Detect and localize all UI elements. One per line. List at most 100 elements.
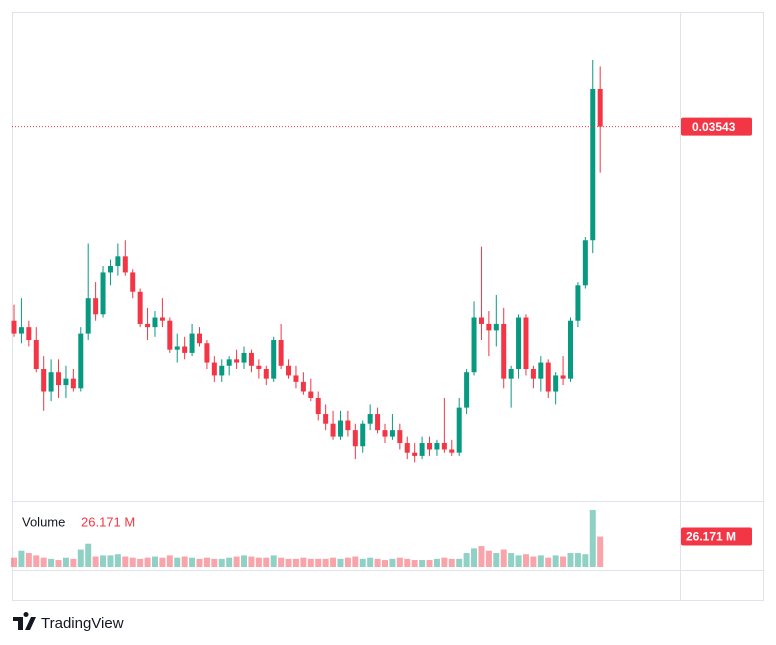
candle-body bbox=[286, 365, 292, 376]
marks bbox=[11, 59, 680, 567]
candle-body bbox=[493, 323, 499, 331]
candle-body bbox=[78, 333, 84, 389]
volume-bar bbox=[330, 557, 337, 567]
volume-bar bbox=[233, 556, 240, 567]
candle-body bbox=[152, 317, 158, 328]
candle-body bbox=[590, 88, 596, 241]
candle-body bbox=[263, 368, 269, 379]
candle-body bbox=[63, 378, 69, 386]
candle-body bbox=[434, 443, 440, 450]
volume-bar bbox=[285, 558, 292, 567]
volume-bar bbox=[85, 543, 92, 567]
volume-bar bbox=[448, 558, 455, 567]
labels: 0.03543 26.171 M bbox=[681, 117, 752, 546]
candle-body bbox=[352, 430, 358, 447]
volume-bar bbox=[211, 558, 218, 567]
candle-body bbox=[256, 365, 262, 369]
candle-body bbox=[523, 317, 529, 369]
volume-bar bbox=[552, 555, 559, 567]
volume-bar bbox=[493, 553, 500, 567]
last-volume-box bbox=[681, 527, 752, 546]
volume-bar bbox=[359, 558, 366, 567]
volume-bar bbox=[567, 553, 574, 567]
volume-bar bbox=[456, 558, 463, 567]
candle-body bbox=[530, 368, 536, 379]
candle-body bbox=[93, 298, 99, 315]
volume-bar bbox=[144, 557, 151, 567]
volume-bar bbox=[315, 558, 322, 567]
volume-bar bbox=[203, 557, 210, 567]
chart-frame bbox=[12, 12, 764, 601]
volume-bar bbox=[500, 549, 507, 567]
volume-bar bbox=[122, 556, 129, 567]
volume-bar bbox=[463, 553, 470, 567]
volume-bar bbox=[181, 556, 188, 567]
candle-body bbox=[219, 365, 225, 376]
volume-bar bbox=[367, 557, 374, 567]
candle-body bbox=[241, 352, 247, 363]
volume-bar bbox=[337, 558, 344, 567]
volume-bar bbox=[70, 558, 77, 567]
last-price-label: 0.03543 bbox=[692, 120, 736, 134]
candle-body bbox=[478, 317, 484, 324]
candle-body bbox=[545, 362, 551, 392]
volume-bar bbox=[92, 556, 99, 567]
volume-bar bbox=[433, 558, 440, 567]
candle-body bbox=[456, 407, 462, 453]
volume-bar bbox=[248, 556, 255, 567]
candle-body bbox=[404, 443, 410, 453]
logo-icon bbox=[13, 611, 36, 630]
volume-bar bbox=[404, 558, 411, 567]
last-price-box bbox=[681, 117, 752, 136]
volume-bar bbox=[545, 557, 552, 567]
volume-bar bbox=[48, 558, 55, 567]
candle-body bbox=[145, 323, 151, 328]
candle-body bbox=[174, 346, 180, 350]
candle-body bbox=[560, 375, 566, 379]
candle-body bbox=[360, 423, 366, 447]
volume-bar bbox=[226, 557, 233, 567]
candle-body bbox=[323, 414, 329, 424]
volume-bar bbox=[574, 553, 581, 567]
candle-body bbox=[449, 449, 455, 453]
candle-body bbox=[248, 352, 254, 366]
candle-body bbox=[441, 443, 447, 450]
candle-body bbox=[330, 423, 336, 437]
volume-bar bbox=[77, 549, 84, 567]
volume-bar bbox=[396, 557, 403, 567]
candle-body bbox=[211, 362, 217, 376]
candle-body bbox=[182, 346, 188, 353]
candle-body bbox=[538, 362, 544, 379]
last-volume-label: 26.171 M bbox=[686, 530, 736, 544]
candle-body bbox=[33, 340, 39, 369]
candle-body bbox=[315, 397, 321, 415]
volume-bar bbox=[25, 553, 32, 567]
candle-body bbox=[501, 323, 507, 379]
volume-bar bbox=[389, 558, 396, 567]
candle-body bbox=[582, 240, 588, 286]
volume-bar bbox=[100, 555, 107, 567]
volume-bar bbox=[189, 557, 196, 567]
candle-body bbox=[375, 414, 381, 431]
candle-body bbox=[597, 88, 603, 127]
volume-bar bbox=[18, 550, 25, 567]
candle-body bbox=[419, 443, 425, 456]
volume-bar bbox=[278, 557, 285, 567]
volume-bar bbox=[560, 556, 567, 567]
volume-bar bbox=[515, 555, 522, 567]
volume-bar bbox=[300, 557, 307, 567]
candle-body bbox=[508, 368, 514, 379]
volume-bar bbox=[322, 558, 329, 567]
candle-body bbox=[382, 430, 388, 437]
candle-body bbox=[397, 430, 403, 444]
volume-bar bbox=[426, 560, 433, 567]
candle-body bbox=[56, 372, 62, 386]
volume-bar bbox=[530, 556, 537, 567]
candle-body bbox=[226, 359, 232, 366]
volume-bar bbox=[107, 555, 114, 567]
candle-body bbox=[300, 381, 306, 392]
candle-body bbox=[234, 359, 240, 363]
volume-bar bbox=[174, 557, 181, 567]
volume-bar bbox=[478, 546, 485, 567]
